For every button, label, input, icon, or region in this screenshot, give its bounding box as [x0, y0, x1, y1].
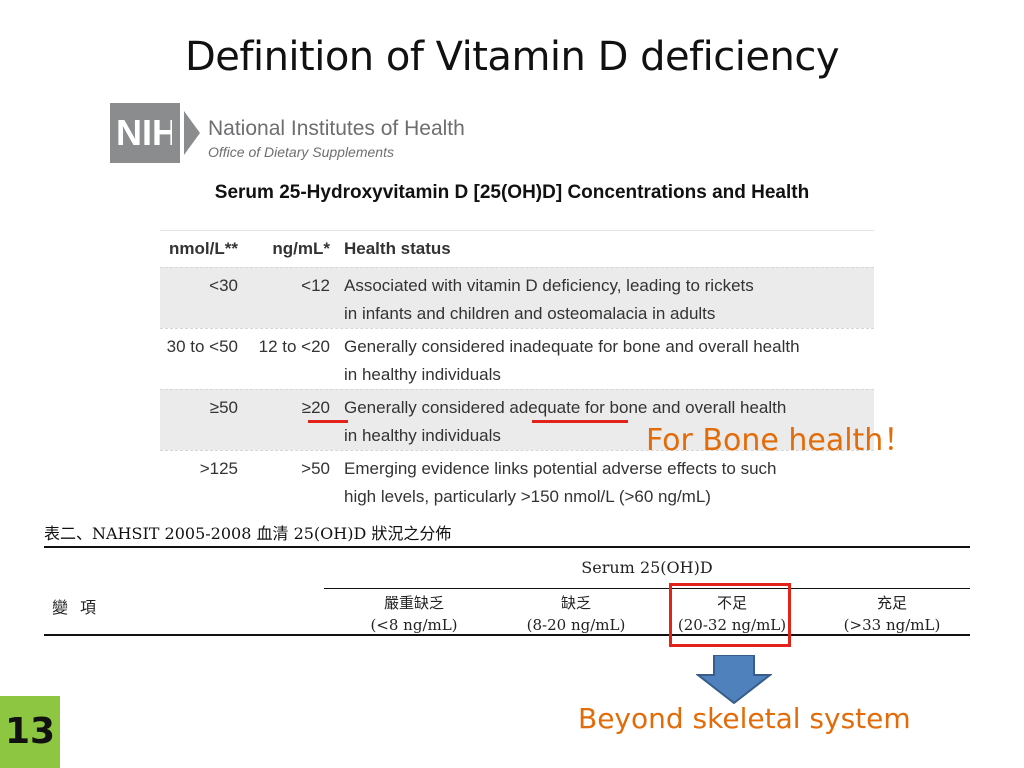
table-row: >125 >50 Emerging evidence links potenti…: [160, 450, 874, 511]
cell-status: Generally considered inadequate for bone…: [340, 333, 874, 389]
header-ng: ng/mL*: [272, 239, 330, 258]
status-line: high levels, particularly >150 nmol/L (>…: [344, 487, 711, 506]
nih-logo-name: National Institutes of Health: [208, 117, 465, 140]
cell-status: Generally considered adequate for bone a…: [340, 394, 874, 450]
cell-ng: ≥20: [301, 398, 330, 417]
table-rule-top: [44, 546, 970, 548]
status-line: in healthy individuals: [344, 426, 501, 445]
variable-label: 變項: [52, 598, 109, 617]
table-row: 30 to <50 12 to <20 Generally considered…: [160, 328, 874, 389]
cell-nmol: 30 to <50: [166, 337, 238, 356]
table-rule-bottom: [44, 634, 970, 636]
header-nmol: nmol/L**: [169, 239, 238, 258]
table-rule-mid: [324, 588, 970, 589]
nahsit-table: Serum 25(OH)D 變項 嚴重缺乏 (<8 ng/mL) 缺乏 (8-2…: [44, 546, 970, 638]
category-range: (<8 ng/mL): [370, 616, 458, 634]
nahsit-table-title: 表二、NAHSIT 2005-2008 血清 25(OH)D 狀況之分佈: [44, 524, 452, 543]
category-severe: 嚴重缺乏 (<8 ng/mL): [334, 592, 494, 636]
category-deficient: 缺乏 (8-20 ng/mL): [496, 592, 656, 636]
serum-group-header: Serum 25(OH)D: [581, 558, 713, 577]
status-line: in infants and children and osteomalacia…: [344, 304, 716, 323]
nih-logo-box: NIH: [110, 103, 180, 163]
cell-nmol: <30: [209, 276, 238, 295]
table-row: <30 <12 Associated with vitamin D defici…: [160, 267, 874, 328]
category-name: 缺乏: [560, 594, 591, 612]
category-insufficient: 不足 (20-32 ng/mL): [652, 592, 812, 636]
category-range: (8-20 ng/mL): [526, 616, 626, 634]
category-name: 嚴重缺乏: [383, 594, 444, 612]
underline-ng20: [308, 420, 348, 423]
cell-ng: >50: [301, 459, 330, 478]
nih-logo-subtitle: Office of Dietary Supplements: [208, 144, 394, 160]
cell-ng: <12: [301, 276, 330, 295]
status-line: Generally considered inadequate for bone…: [344, 337, 800, 356]
nih-logo-chevron-2: [184, 111, 200, 155]
cell-nmol: >125: [199, 459, 238, 478]
category-name: 不足: [716, 594, 747, 612]
nih-table-header: nmol/L** ng/mL* Health status: [160, 230, 874, 267]
nih-logo: NIH National Institutes of Health Office…: [110, 103, 510, 165]
cell-status: Associated with vitamin D deficiency, le…: [340, 272, 874, 328]
status-line: Emerging evidence links potential advers…: [344, 459, 777, 478]
table-row: ≥50 ≥20 Generally considered adequate fo…: [160, 389, 874, 450]
status-line: in healthy individuals: [344, 365, 501, 384]
header-status: Health status: [344, 239, 451, 258]
status-line: Associated with vitamin D deficiency, le…: [344, 276, 754, 295]
highlight-box-insufficient: [669, 583, 791, 647]
nih-table-caption: Serum 25-Hydroxyvitamin D [25(OH)D] Conc…: [214, 182, 810, 203]
nih-table: nmol/L** ng/mL* Health status <30 <12 As…: [160, 230, 874, 511]
status-line: Generally considered adequate for bone a…: [344, 398, 787, 417]
beyond-skeletal-note: Beyond skeletal system: [578, 702, 911, 735]
category-name: 充足: [876, 594, 907, 612]
category-sufficient: 充足 (>33 ng/mL): [812, 592, 972, 636]
cell-ng: 12 to <20: [258, 337, 330, 356]
cell-status: Emerging evidence links potential advers…: [340, 455, 874, 511]
category-range: (20-32 ng/mL): [677, 616, 787, 634]
page-number: 13: [0, 696, 60, 768]
underline-adequate: [532, 420, 628, 423]
down-arrow-icon: [696, 655, 772, 705]
category-range: (>33 ng/mL): [843, 616, 941, 634]
bone-health-note: For Bone health！: [646, 423, 914, 458]
cell-nmol: ≥50: [209, 398, 238, 417]
slide-title: Definition of Vitamin D deficiency: [184, 34, 840, 80]
